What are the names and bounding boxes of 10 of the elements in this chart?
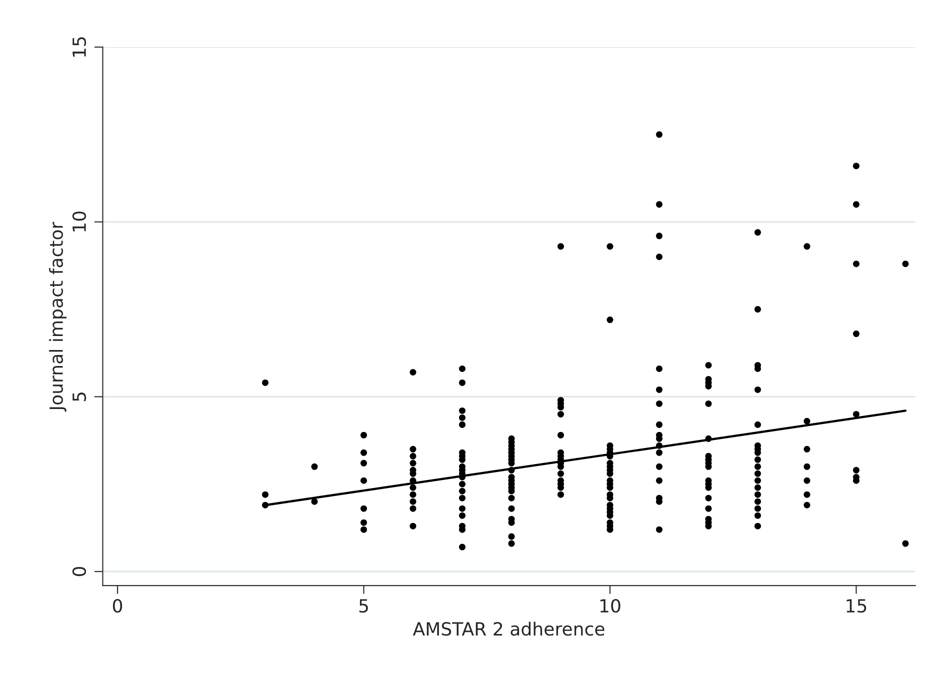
x-tick-label: 0 <box>112 599 122 613</box>
y-tick-label: 15 <box>72 37 86 57</box>
y-axis-title: Journal impact factor <box>49 222 67 412</box>
y-tick-label: 5 <box>72 392 86 402</box>
x-tick-label: 15 <box>846 599 866 613</box>
x-tick-label: 5 <box>359 599 368 613</box>
y-tick-label: 10 <box>72 212 86 232</box>
y-tick-label: 0 <box>72 566 86 576</box>
x-tick-label: 10 <box>600 599 620 613</box>
x-axis-title: AMSTAR 2 adherence <box>412 622 604 636</box>
